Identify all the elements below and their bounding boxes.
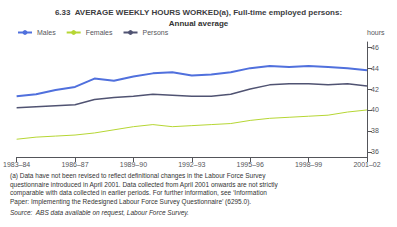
svg-text:(a) Data have not been revised: (a) Data have not been revised to reflec… — [10, 172, 266, 180]
svg-text:comparable with data collected: comparable with data collected in earlie… — [10, 189, 267, 197]
svg-text:1992–93: 1992–93 — [178, 161, 205, 168]
svg-text:Annual average: Annual average — [169, 19, 229, 28]
svg-text:hours: hours — [367, 29, 385, 36]
svg-text:36: 36 — [371, 148, 379, 155]
svg-text:46: 46 — [371, 44, 379, 51]
svg-text:questionnaire introduced in Ap: questionnaire introduced in April 2001. … — [10, 181, 278, 189]
svg-text:Females: Females — [86, 29, 113, 36]
svg-text:42: 42 — [371, 86, 379, 93]
svg-text:Source: ABS data available on: Source: ABS data available on request, L… — [10, 209, 189, 217]
svg-text:Persons: Persons — [143, 29, 169, 36]
svg-text:1989–90: 1989–90 — [120, 161, 147, 168]
svg-text:Paper: Implementing the Redesi: Paper: Implementing the Redesigned Labou… — [10, 198, 251, 206]
svg-text:44: 44 — [371, 65, 379, 72]
svg-text:2001–02: 2001–02 — [353, 161, 380, 168]
svg-text:6.33 AVERAGE WEEKLY HOURS WOR: 6.33 AVERAGE WEEKLY HOURS WORKED(a), Ful… — [55, 8, 342, 17]
svg-text:Males: Males — [37, 29, 56, 36]
svg-text:1995–96: 1995–96 — [237, 161, 264, 168]
svg-text:40: 40 — [371, 106, 379, 113]
svg-text:1998–99: 1998–99 — [295, 161, 322, 168]
svg-text:1983–84: 1983–84 — [3, 161, 30, 168]
svg-text:1986–87: 1986–87 — [61, 161, 88, 168]
svg-text:38: 38 — [371, 127, 379, 134]
